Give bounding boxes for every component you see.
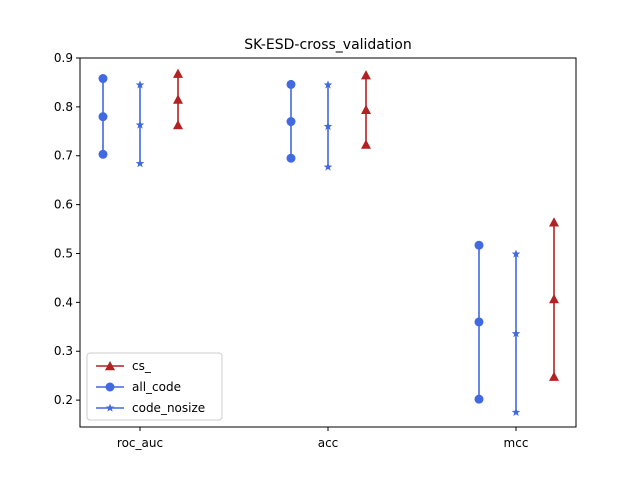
data-point [173, 119, 183, 130]
x-tick-label: mcc [504, 436, 529, 450]
chart-title: SK-ESD-cross_validation [244, 37, 411, 53]
y-tick-label: 0.5 [54, 246, 73, 260]
data-point [98, 74, 108, 84]
data-point [511, 249, 521, 258]
legend-entry-cs_: cs_ [96, 359, 152, 373]
data-point [173, 68, 183, 78]
data-point [361, 70, 371, 80]
data-point [135, 80, 145, 89]
y-tick-label: 0.2 [54, 393, 73, 407]
x-axis: roc_auc acc mcc [117, 427, 529, 450]
legend: cs_ all_code code_nosize [86, 352, 223, 421]
data-point [511, 329, 521, 338]
series-code_nosize [135, 80, 521, 416]
series-all_code [98, 74, 484, 404]
y-tick-label: 0.6 [54, 198, 73, 212]
legend-label: cs_ [132, 359, 152, 373]
legend-marker [105, 403, 115, 412]
y-tick-label: 0.8 [54, 100, 73, 114]
legend-label: all_code [132, 380, 181, 394]
data-point [98, 149, 108, 159]
data-point [323, 121, 333, 131]
legend-entry-code_nosize: code_nosize [96, 401, 205, 415]
data-point [511, 407, 521, 416]
legend-label: code_nosize [132, 401, 205, 415]
legend-marker [105, 361, 115, 371]
data-point [286, 153, 296, 163]
data-point [135, 159, 145, 168]
data-point [323, 80, 333, 89]
data-point [173, 94, 183, 104]
data-point [549, 217, 559, 227]
data-point [474, 240, 484, 250]
data-point [474, 394, 484, 404]
data-point [361, 104, 371, 115]
y-tick-label: 0.9 [54, 51, 73, 65]
data-point [361, 139, 371, 149]
x-tick-label: roc_auc [117, 436, 163, 450]
data-point [135, 120, 145, 129]
legend-box [86, 352, 223, 421]
series-layer [98, 68, 559, 416]
data-point [286, 117, 296, 127]
y-tick-label: 0.7 [54, 149, 73, 163]
data-point [549, 293, 559, 304]
legend-entry-all_code: all_code [96, 380, 181, 394]
data-point [98, 112, 108, 122]
data-point [323, 162, 333, 171]
y-tick-label: 0.3 [54, 344, 73, 358]
y-axis: 0.2 0.3 0.4 0.5 0.6 0.7 0.8 0.9 [54, 51, 80, 407]
data-point [286, 79, 296, 89]
x-tick-label: acc [318, 436, 339, 450]
series-cs_ [173, 68, 559, 381]
legend-marker [105, 382, 115, 392]
data-point [474, 317, 484, 327]
y-tick-label: 0.4 [54, 295, 73, 309]
data-point [549, 371, 559, 381]
